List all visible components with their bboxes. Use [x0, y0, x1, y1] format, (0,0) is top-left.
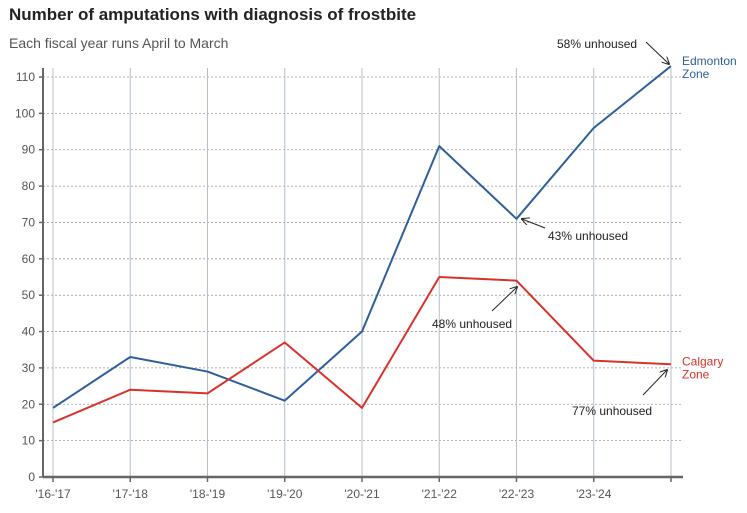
y-tick-label: 50 [22, 288, 36, 302]
y-tick-label: 100 [15, 106, 35, 120]
x-tick-label: '17-'18 [113, 487, 149, 501]
y-tick-label: 0 [28, 470, 35, 484]
chart-subtitle: Each fiscal year runs April to March [9, 35, 229, 51]
x-tick-label: '16-'17 [35, 487, 71, 501]
series-line-edmonton [52, 65, 672, 409]
series-label: Zone [682, 367, 710, 381]
x-tick-label: '19-'20 [267, 487, 303, 501]
x-tick-label: '22-'23 [499, 487, 535, 501]
annotation-label: 58% unhoused [557, 37, 637, 51]
annotation-arrow [642, 370, 667, 396]
series-label: Zone [682, 67, 710, 81]
annotation-arrow [522, 219, 546, 229]
y-tick-label: 70 [22, 215, 36, 229]
y-tick-label: 90 [22, 143, 36, 157]
series-line-calgary [52, 276, 672, 424]
annotation-label: 43% unhoused [548, 229, 628, 243]
y-tick-label: 110 [16, 70, 35, 84]
x-tick-label: '20-'21 [344, 487, 380, 501]
y-tick-label: 60 [22, 252, 36, 266]
y-tick-label: 30 [22, 361, 36, 375]
y-tick-label: 80 [22, 179, 36, 193]
chart-title: Number of amputations with diagnosis of … [9, 5, 417, 24]
series-label: Calgary [682, 354, 723, 368]
y-tick-label: 10 [22, 434, 36, 448]
annotation-label: 48% unhoused [432, 317, 512, 331]
x-tick-label: '21-'22 [422, 487, 458, 501]
y-tick-label: 40 [22, 325, 36, 339]
x-tick-label: '18-'19 [190, 487, 226, 501]
annotation-label: 77% unhoused [572, 404, 652, 418]
series-label: Edmonton [682, 54, 737, 68]
annotation-arrow [645, 41, 669, 64]
annotation-arrow [491, 287, 517, 312]
x-tick-label: '23-'24 [576, 487, 612, 501]
y-tick-label: 20 [22, 397, 36, 411]
